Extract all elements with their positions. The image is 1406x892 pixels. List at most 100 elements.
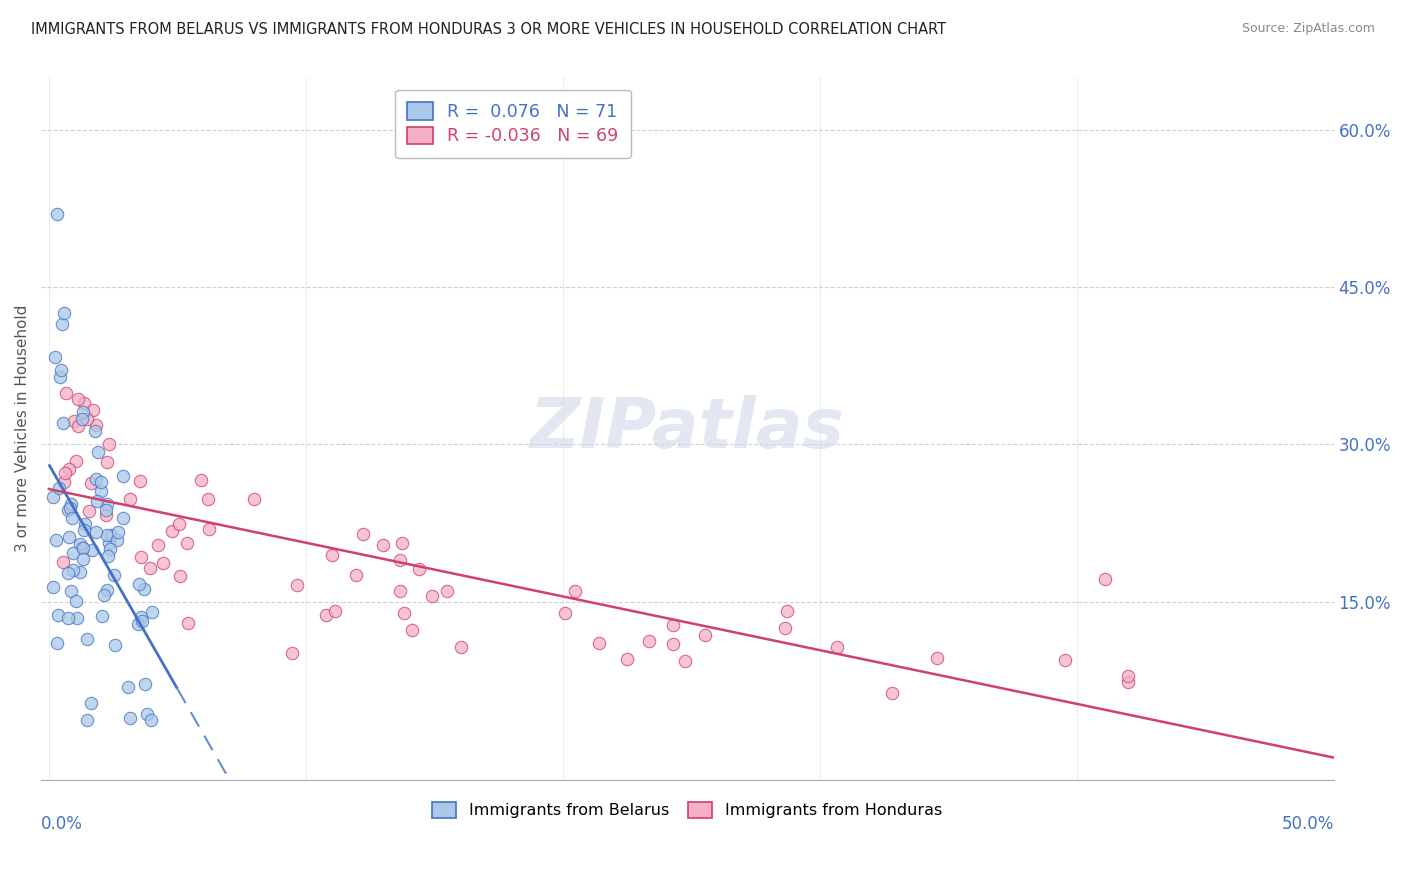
Point bbox=[827, 640, 849, 655]
Point bbox=[392, 607, 415, 621]
Point bbox=[58, 566, 80, 581]
Point bbox=[66, 419, 89, 434]
Point bbox=[176, 536, 198, 550]
Point bbox=[118, 491, 141, 506]
Point bbox=[86, 444, 108, 458]
Text: Source: ZipAtlas.com: Source: ZipAtlas.com bbox=[1241, 22, 1375, 36]
Point bbox=[70, 540, 93, 554]
Point bbox=[401, 624, 423, 638]
Point bbox=[112, 510, 135, 524]
Point bbox=[129, 550, 152, 565]
Point bbox=[662, 637, 685, 651]
Point bbox=[86, 494, 108, 508]
Point bbox=[44, 350, 66, 364]
Point bbox=[60, 584, 83, 599]
Point bbox=[131, 614, 153, 628]
Point bbox=[65, 594, 87, 608]
Point bbox=[637, 634, 659, 648]
Point bbox=[321, 548, 343, 562]
Point bbox=[98, 541, 121, 556]
Point bbox=[73, 395, 96, 409]
Point bbox=[76, 632, 98, 646]
Point bbox=[84, 424, 107, 438]
Point bbox=[352, 527, 374, 541]
Point bbox=[76, 411, 98, 425]
Point bbox=[90, 475, 112, 490]
Point bbox=[117, 680, 139, 694]
Y-axis label: 3 or more Vehicles in Household: 3 or more Vehicles in Household bbox=[15, 305, 30, 552]
Point bbox=[344, 568, 367, 582]
Point bbox=[96, 503, 118, 517]
Point bbox=[450, 640, 472, 655]
Text: 50.0%: 50.0% bbox=[1281, 815, 1334, 833]
Point bbox=[323, 604, 346, 618]
Point bbox=[436, 584, 458, 599]
Point bbox=[197, 491, 219, 506]
Point bbox=[315, 608, 337, 623]
Point bbox=[408, 562, 430, 576]
Point bbox=[46, 636, 69, 650]
Point bbox=[588, 636, 610, 650]
Point bbox=[72, 541, 94, 556]
Point bbox=[776, 604, 799, 618]
Point bbox=[420, 589, 443, 603]
Point bbox=[148, 538, 170, 552]
Point bbox=[1053, 652, 1076, 666]
Point bbox=[56, 503, 79, 517]
Point bbox=[169, 569, 191, 583]
Point bbox=[96, 455, 118, 469]
Point bbox=[132, 582, 155, 596]
Point bbox=[100, 528, 122, 542]
Point bbox=[197, 522, 219, 536]
Point bbox=[97, 536, 120, 550]
Point bbox=[79, 696, 101, 710]
Point bbox=[96, 498, 118, 512]
Point bbox=[134, 676, 156, 690]
Point bbox=[69, 565, 91, 579]
Point bbox=[84, 472, 107, 486]
Point bbox=[94, 508, 117, 523]
Point bbox=[281, 646, 304, 660]
Point bbox=[72, 405, 94, 419]
Point bbox=[76, 713, 98, 727]
Point bbox=[73, 517, 96, 532]
Point bbox=[673, 654, 696, 668]
Point bbox=[129, 474, 152, 488]
Point bbox=[84, 418, 107, 433]
Point bbox=[285, 578, 308, 592]
Point bbox=[93, 588, 115, 602]
Point bbox=[69, 537, 91, 551]
Point bbox=[105, 533, 128, 547]
Point bbox=[80, 542, 103, 557]
Point bbox=[53, 475, 76, 490]
Point bbox=[80, 475, 103, 490]
Point bbox=[45, 207, 67, 221]
Point bbox=[616, 652, 638, 666]
Point bbox=[775, 621, 797, 635]
Point bbox=[136, 706, 159, 721]
Point bbox=[129, 610, 152, 624]
Point bbox=[1118, 668, 1140, 682]
Point bbox=[925, 651, 948, 665]
Point bbox=[391, 535, 413, 549]
Point bbox=[49, 363, 72, 377]
Point bbox=[82, 403, 104, 417]
Point bbox=[59, 501, 82, 516]
Point bbox=[96, 583, 118, 598]
Point bbox=[45, 533, 67, 547]
Point bbox=[73, 523, 96, 537]
Point bbox=[139, 714, 162, 728]
Point bbox=[167, 517, 190, 532]
Text: 0.0%: 0.0% bbox=[41, 815, 83, 833]
Legend: Immigrants from Belarus, Immigrants from Honduras: Immigrants from Belarus, Immigrants from… bbox=[426, 796, 949, 825]
Point bbox=[58, 462, 80, 476]
Point bbox=[55, 385, 77, 400]
Point bbox=[98, 437, 121, 451]
Point bbox=[52, 555, 75, 569]
Point bbox=[62, 546, 84, 560]
Point bbox=[66, 611, 89, 625]
Point bbox=[48, 482, 70, 496]
Point bbox=[51, 317, 73, 331]
Point bbox=[554, 606, 576, 620]
Point bbox=[51, 416, 73, 430]
